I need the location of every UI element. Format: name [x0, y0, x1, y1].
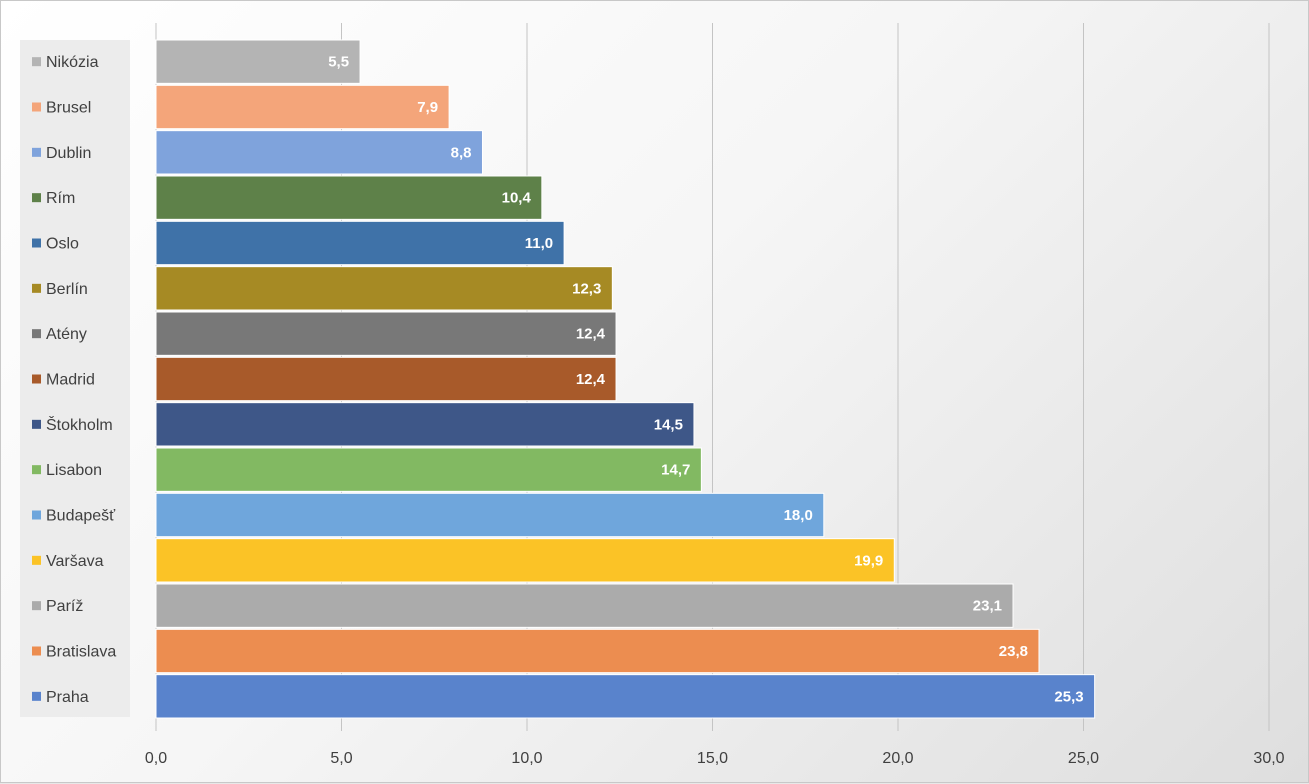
x-tick-label: 5,0: [330, 750, 352, 767]
x-tick-label: 10,0: [511, 750, 542, 767]
x-tick-label: 30,0: [1253, 750, 1284, 767]
bar: [155, 492, 825, 538]
legend-swatch: [32, 102, 41, 112]
legend-entry: Nikózia: [46, 54, 99, 71]
bar: [155, 39, 361, 84]
x-tick-label: 15,0: [697, 750, 728, 767]
data-label: 10,4: [502, 190, 532, 207]
data-label: 11,0: [525, 235, 553, 252]
legend-swatch: [32, 646, 41, 656]
data-labels: 5,5 7,9 8,8 10,4 11,0 12,3 12,4 12,4 14,5 14,7 18,…: [328, 54, 1083, 706]
data-label: 12,4: [576, 326, 606, 343]
data-label: 5,5: [328, 54, 349, 71]
data-label: 18,0: [784, 507, 813, 524]
legend-swatch: [32, 329, 41, 339]
legend-swatch: [32, 601, 41, 611]
bar: [155, 311, 617, 356]
legend-entry: Rím: [46, 190, 75, 207]
bar: [155, 447, 702, 492]
legend-swatch: [32, 374, 41, 384]
legend-entry: Varšava: [46, 553, 104, 570]
data-label: 23,8: [999, 643, 1028, 660]
legend-entry: Dublin: [46, 145, 91, 162]
x-axis: 0,0 5,0 10,0 15,0 20,0 25,0 30,0: [145, 750, 1285, 767]
legend-swatch: [32, 193, 41, 203]
bar: [155, 628, 1040, 674]
legend-swatch: [32, 465, 41, 475]
legend-entry: Madrid: [46, 372, 95, 389]
data-label: 12,3: [572, 280, 601, 297]
legend-entry: Budapešť: [46, 508, 116, 525]
bar: [155, 583, 1014, 628]
legend-entry: Brusel: [46, 100, 91, 117]
bar: [155, 84, 450, 130]
data-label: 7,9: [417, 99, 438, 116]
legend-swatch: [32, 147, 41, 157]
data-label: 14,7: [661, 462, 690, 479]
legend-entry: Atény: [46, 326, 87, 343]
bars: [155, 39, 1096, 719]
legend-swatch: [32, 57, 41, 67]
x-tick-label: 20,0: [882, 750, 913, 767]
bar: [155, 674, 1096, 719]
data-label: 8,8: [451, 144, 472, 161]
data-label: 14,5: [654, 416, 683, 433]
legend-swatch: [32, 691, 41, 701]
legend-entry: Štokholm: [46, 415, 113, 434]
data-label: 23,1: [973, 598, 1002, 615]
legend-swatch: [32, 510, 41, 520]
legend-entry: Lisabon: [46, 462, 102, 479]
legend-entry: Bratislava: [46, 644, 116, 661]
data-label: 25,3: [1054, 688, 1083, 705]
legend-entry: Paríž: [46, 598, 83, 615]
bar: [155, 538, 895, 583]
x-tick-label: 25,0: [1068, 750, 1099, 767]
legend-entries: Nikózia Brusel Dublin Rím Oslo Berlín Atény Mad…: [32, 54, 116, 706]
legend-swatch: [32, 283, 41, 293]
legend-swatch: [32, 555, 41, 565]
bar: [155, 220, 565, 266]
data-label: 12,4: [576, 371, 606, 388]
legend-swatch: [32, 238, 41, 248]
data-label: 19,9: [854, 552, 883, 569]
legend-entry: Oslo: [46, 236, 79, 253]
legend-swatch: [32, 419, 41, 429]
bar: [155, 266, 613, 311]
legend-entry: Praha: [46, 689, 89, 706]
bar: [155, 175, 543, 220]
x-tick-label: 0,0: [145, 750, 167, 767]
legend-entry: Berlín: [46, 281, 88, 298]
bar: [155, 130, 483, 175]
bar: [155, 402, 695, 447]
bar: [155, 356, 617, 402]
